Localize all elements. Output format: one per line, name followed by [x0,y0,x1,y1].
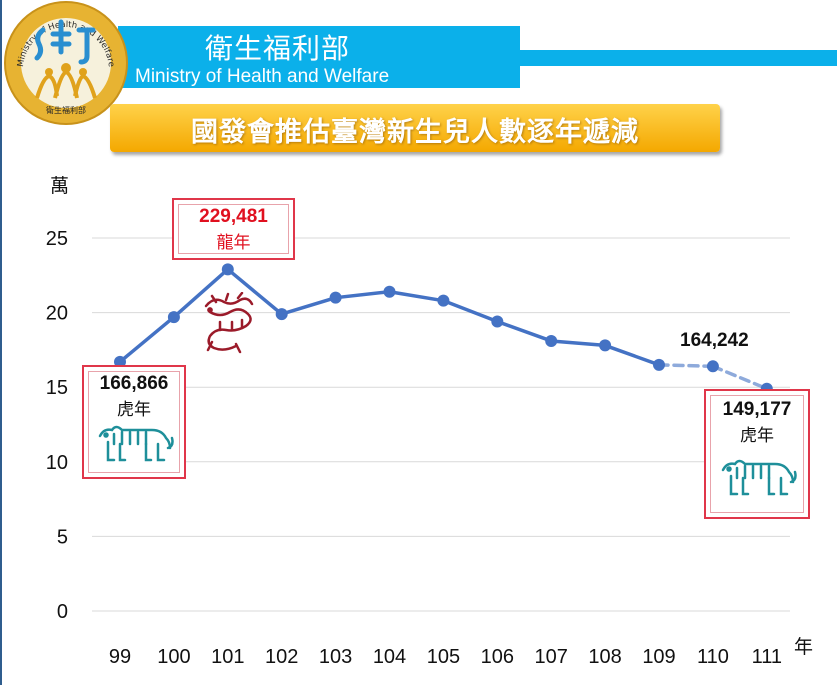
dragon-icon [204,292,254,354]
callout-101-note: 龍年 [216,233,251,253]
data-point [329,291,342,304]
series-segment-projected [711,364,769,391]
callout-111-value: 149,177 [722,399,792,420]
series-segment [603,343,661,367]
ministry-title-cn: 衛生福利部 [205,32,351,65]
header-bar-extension [520,50,837,66]
data-point [275,308,288,321]
x-tick-label: 100 [157,646,190,668]
x-tick-label: 109 [642,646,675,668]
data-point [437,294,450,307]
y-axis-ticks: 0 5 10 15 20 25 [46,228,68,623]
x-axis-label: 年 [794,636,813,658]
callout-99-note: 虎年 [117,400,151,420]
series-segment [387,289,446,303]
data-point [114,355,126,368]
x-tick-label: 103 [319,646,352,668]
y-tick-label: 25 [46,228,68,250]
y-tick-label: 0 [57,601,68,623]
series-segment [279,295,338,316]
ministry-logo: Ministry of Health and Welfare 衛生福利部 [4,1,128,125]
data-point [706,360,719,373]
x-axis-ticks: 99 100 101 102 103 104 105 106 107 108 109 110 111 [109,646,782,668]
x-tick-label: 104 [373,646,406,668]
y-tick-label: 10 [46,452,68,474]
x-tick-label: 99 [109,646,131,668]
x-tick-label: 110 [697,646,729,668]
x-tick-label: 106 [481,646,514,668]
x-tick-label: 107 [535,646,568,668]
x-tick-label: 105 [427,646,460,668]
ministry-title-en: Ministry of Health and Welfare [135,66,390,87]
callout-99: 166,866 虎年 [82,365,186,479]
y-tick-label: 5 [57,526,68,548]
callout-101: 229,481 龍年 [172,198,295,260]
x-tick-label: 102 [265,646,298,668]
callout-101-value: 229,481 [199,206,268,227]
y-tick-label: 15 [46,377,68,399]
data-point [221,263,234,276]
data-point [383,285,396,298]
left-edge-rule [0,0,2,685]
series-segment [333,289,392,300]
callout-111-note: 虎年 [740,426,774,446]
x-tick-label: 108 [588,646,621,668]
series-segment [172,267,230,319]
y-tick-label: 20 [46,303,68,325]
headline-text: 國發會推估臺灣新生兒人數逐年遞減 [191,117,639,148]
logo-emblem-icon [34,19,97,99]
series-line [118,267,769,391]
data-point [653,358,665,371]
data-point [167,311,180,324]
series-segment [495,319,553,343]
headline-banner: 國發會推估臺灣新生兒人數逐年遞減 [110,104,720,152]
data-point [545,334,558,347]
data-point [491,315,504,328]
x-tick-label: 101 [211,646,244,668]
series-segment [118,315,176,364]
label-110-value: 164,242 [680,330,749,351]
y-axis-label: 萬 [50,175,69,197]
series-segment [226,267,284,316]
series-segment [441,298,500,324]
tiger-icon [721,459,797,496]
series-segment [549,339,607,348]
data-point [599,339,612,352]
header-bar [118,26,520,88]
x-tick-label: 111 [752,646,782,668]
callout-99-value: 166,866 [99,373,169,394]
series-segment-projected [657,363,715,369]
callout-111: 149,177 虎年 [704,389,810,519]
tiger-icon [98,425,174,462]
logo-bottom-text: 衛生福利部 [46,105,86,115]
